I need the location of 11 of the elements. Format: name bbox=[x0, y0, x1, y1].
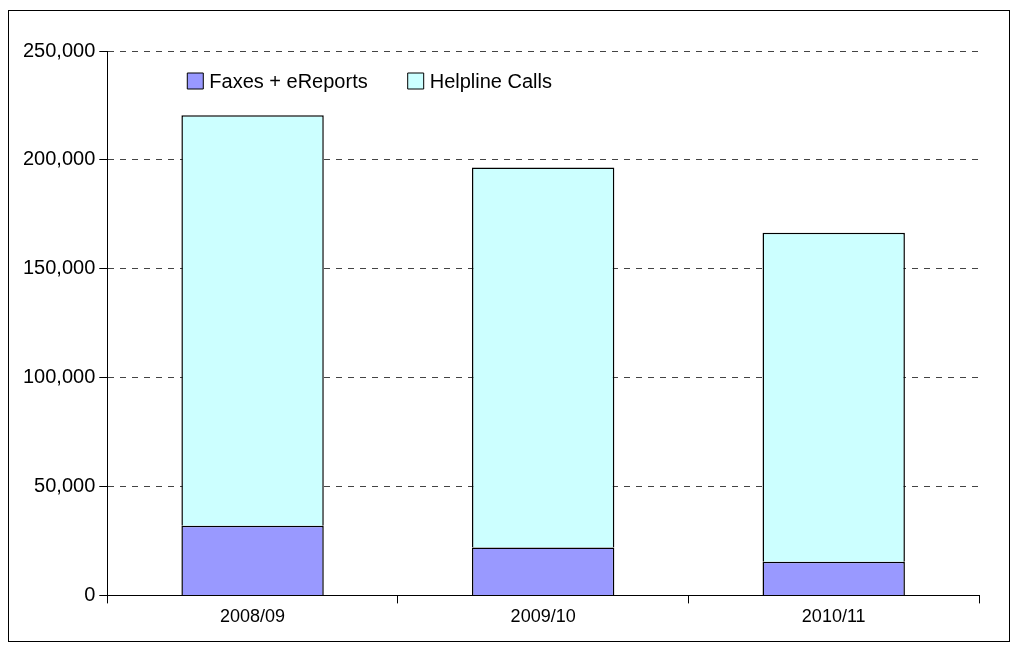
y-tick-label: 50,000 bbox=[34, 474, 96, 497]
legend-label: Faxes + eReports bbox=[209, 69, 368, 92]
y-tick-label: 0 bbox=[84, 582, 96, 605]
x-tick-label: 2010/11 bbox=[801, 606, 866, 627]
legend-label: Helpline Calls bbox=[429, 69, 552, 92]
y-tick-label: 150,000 bbox=[23, 256, 96, 279]
x-tick-label: 2009/10 bbox=[510, 606, 576, 627]
y-tick-label: 100,000 bbox=[23, 365, 96, 388]
x-tick-label: 2008/09 bbox=[220, 606, 286, 627]
y-tick-label: 200,000 bbox=[23, 147, 96, 170]
y-tick-label: 250,000 bbox=[23, 38, 96, 61]
